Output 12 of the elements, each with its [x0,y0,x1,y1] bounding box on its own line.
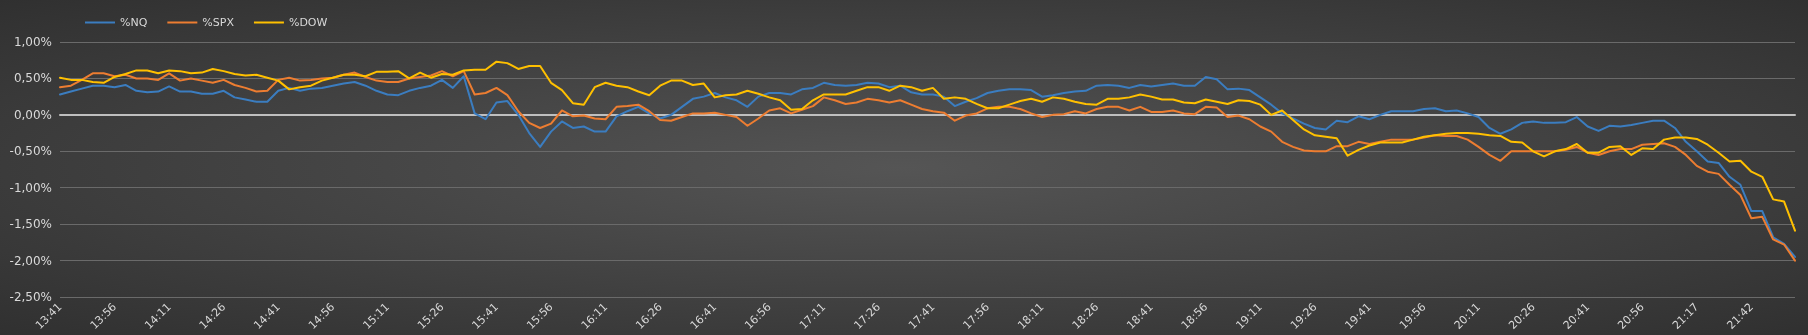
y-tick-label: 0,50% [13,71,52,86]
y-tick-label: 1,00% [13,35,52,49]
y-tick-label: -2,00% [9,253,52,268]
y-tick-label: 0,00% [13,107,52,122]
legend-label: %SPX [202,16,235,29]
legend-label: %NQ [120,16,148,29]
y-tick-label: -1,50% [9,217,52,232]
legend-label: %DOW [288,16,328,29]
y-tick-label: -0,50% [9,144,52,159]
y-tick-label: -1,00% [9,180,52,195]
y-tick-label: -2,50% [9,290,52,304]
line-series [59,60,1796,232]
